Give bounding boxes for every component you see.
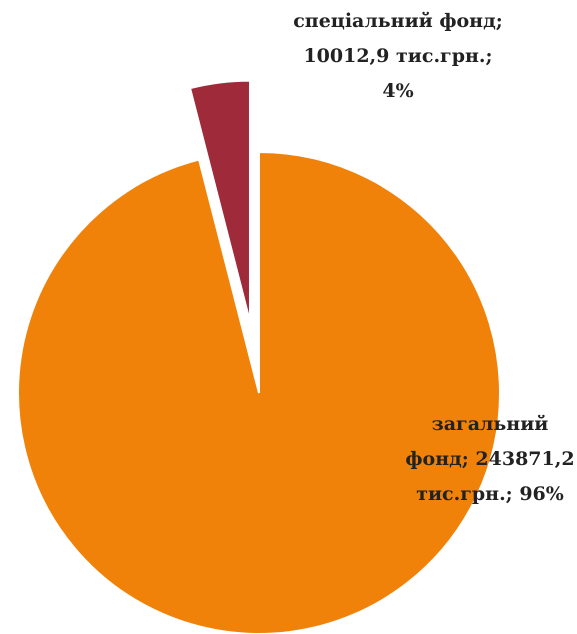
data-label-line: тис.грн.; 96% xyxy=(416,483,564,505)
data-label-line: фонд; 243871,2 xyxy=(405,448,574,470)
data-label: спеціальний фонд; 10012,9 тис.грн.; 4% xyxy=(293,10,503,102)
data-label-line: спеціальний фонд; xyxy=(293,10,503,32)
pie-slice xyxy=(188,79,251,322)
data-label-line: загальний xyxy=(432,413,549,435)
data-label-line: 4% xyxy=(382,80,413,102)
data-label: загальний фонд; 243871,2 тис.грн.; 96% xyxy=(405,413,574,505)
pie-slice xyxy=(17,150,501,634)
data-label-line: 10012,9 тис.грн.; xyxy=(303,45,492,67)
